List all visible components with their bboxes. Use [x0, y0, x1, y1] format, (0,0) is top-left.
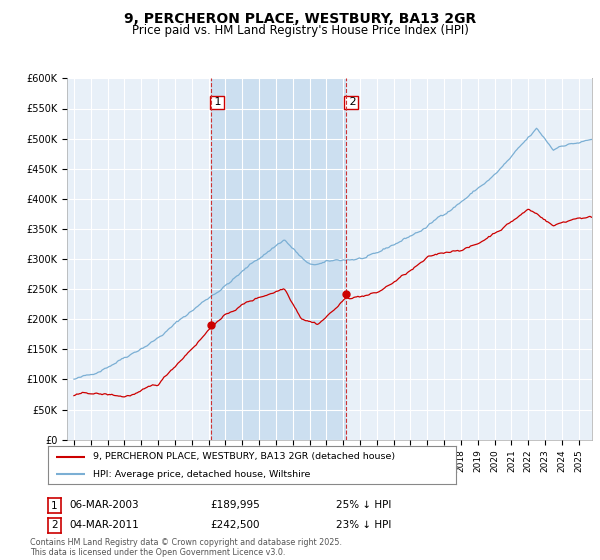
Text: Contains HM Land Registry data © Crown copyright and database right 2025.
This d: Contains HM Land Registry data © Crown c… — [30, 538, 342, 557]
Text: £189,995: £189,995 — [210, 500, 260, 510]
Bar — [211, 78, 346, 440]
Text: 25% ↓ HPI: 25% ↓ HPI — [336, 500, 391, 510]
Text: Price paid vs. HM Land Registry's House Price Index (HPI): Price paid vs. HM Land Registry's House … — [131, 24, 469, 37]
Text: 23% ↓ HPI: 23% ↓ HPI — [336, 520, 391, 530]
Text: 06-MAR-2003: 06-MAR-2003 — [69, 500, 139, 510]
Text: 1: 1 — [51, 501, 58, 511]
Text: 1: 1 — [211, 97, 222, 108]
Text: 9, PERCHERON PLACE, WESTBURY, BA13 2GR (detached house): 9, PERCHERON PLACE, WESTBURY, BA13 2GR (… — [93, 452, 395, 461]
Text: 04-MAR-2011: 04-MAR-2011 — [69, 520, 139, 530]
Text: 2: 2 — [346, 97, 356, 108]
Text: HPI: Average price, detached house, Wiltshire: HPI: Average price, detached house, Wilt… — [93, 470, 310, 479]
Text: 9, PERCHERON PLACE, WESTBURY, BA13 2GR: 9, PERCHERON PLACE, WESTBURY, BA13 2GR — [124, 12, 476, 26]
Text: 2: 2 — [51, 520, 58, 530]
Text: £242,500: £242,500 — [210, 520, 260, 530]
